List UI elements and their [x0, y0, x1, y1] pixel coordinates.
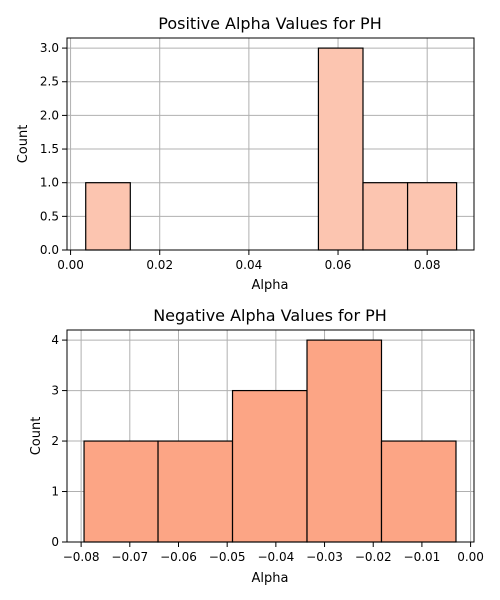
x-tick-label: −0.04: [257, 550, 294, 564]
x-tick-label: −0.06: [160, 550, 197, 564]
y-tick-label: 1.5: [40, 142, 59, 156]
x-tick-label: 0.00: [57, 258, 84, 272]
x-tick-label: −0.08: [63, 550, 100, 564]
x-tick-label: 0.04: [236, 258, 263, 272]
histogram-bar: [306, 339, 383, 543]
x-tick-label: 0.00: [457, 550, 484, 564]
y-tick-label: 2: [51, 434, 59, 448]
histogram-bar: [231, 389, 308, 543]
y-tick-label: 2.0: [40, 108, 59, 122]
x-tick-label: −0.02: [355, 550, 392, 564]
y-tick-label: 2.5: [40, 75, 59, 89]
x-tick-label: 0.02: [146, 258, 173, 272]
histogram-bar: [362, 182, 409, 251]
negative-alpha-chart: Negative Alpha Values for PH Alpha Count: [29, 306, 387, 586]
plot-frame: [66, 37, 475, 251]
plot-area: 0.00 0.02 0.04 0.06 0.08 0.0 0.5 1.0 1.5 2.0 2.5 3.…: [40, 37, 475, 272]
plot-frame: [66, 329, 475, 543]
histogram-bar: [317, 47, 364, 251]
histogram-bar: [380, 440, 457, 543]
x-axis-label: Alpha: [252, 278, 289, 293]
x-tick-label: −0.03: [306, 550, 343, 564]
y-tick-label: 1.0: [40, 176, 59, 190]
y-tick-label: 1: [51, 485, 59, 499]
x-tick-label: −0.05: [209, 550, 246, 564]
x-tick-label: −0.01: [404, 550, 441, 564]
y-tick-label: 0.5: [40, 209, 59, 223]
y-tick-label: 3: [51, 384, 59, 398]
chart-title: Negative Alpha Values for PH: [153, 306, 387, 325]
histogram-bar: [406, 182, 458, 251]
plot-area: −0.08 −0.07 −0.06 −0.05 −0.04 −0.03 −0.02 −0.01…: [51, 329, 484, 564]
x-tick-label: −0.07: [111, 550, 148, 564]
y-tick-label: 3.0: [40, 41, 59, 55]
x-tick-label: 0.06: [325, 258, 352, 272]
histogram-bar: [85, 182, 131, 251]
y-tick-label: 0: [51, 535, 59, 549]
positive-alpha-chart: Positive Alpha Values for PH Alpha Count: [16, 14, 382, 293]
y-axis-label: Count: [29, 417, 44, 456]
histogram-bar: [157, 440, 234, 543]
y-axis-label: Count: [16, 125, 31, 164]
y-tick-label: 0.0: [40, 243, 59, 257]
histogram-bar: [83, 440, 159, 543]
x-tick-label: 0.08: [414, 258, 441, 272]
x-axis-label: Alpha: [252, 571, 289, 586]
y-tick-label: 4: [51, 333, 59, 347]
chart-title: Positive Alpha Values for PH: [158, 14, 381, 33]
